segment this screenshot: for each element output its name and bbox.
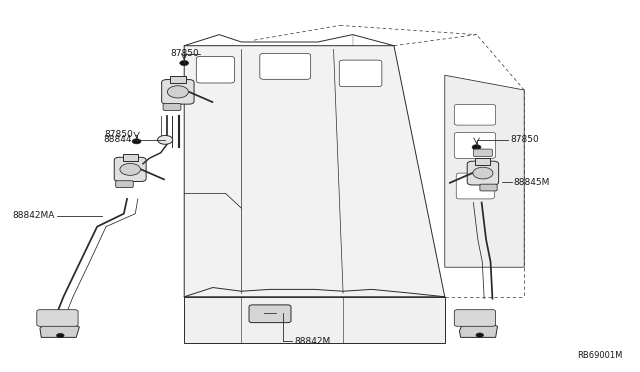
Circle shape — [180, 61, 189, 65]
FancyBboxPatch shape — [467, 161, 499, 185]
Polygon shape — [445, 75, 524, 267]
Polygon shape — [40, 321, 79, 337]
FancyBboxPatch shape — [36, 310, 78, 326]
Circle shape — [476, 333, 484, 337]
Circle shape — [472, 145, 481, 150]
FancyBboxPatch shape — [454, 105, 495, 125]
FancyBboxPatch shape — [116, 181, 133, 187]
Circle shape — [157, 135, 173, 144]
Text: 88845M: 88845M — [513, 178, 550, 187]
FancyBboxPatch shape — [196, 57, 234, 83]
Text: 88842MA: 88842MA — [13, 211, 55, 220]
Text: RB69001M: RB69001M — [577, 351, 623, 360]
Text: 88844: 88844 — [103, 135, 131, 144]
FancyBboxPatch shape — [123, 154, 138, 161]
Polygon shape — [184, 46, 445, 297]
FancyBboxPatch shape — [456, 173, 494, 199]
FancyBboxPatch shape — [454, 310, 495, 326]
Circle shape — [120, 163, 141, 175]
Text: 87850: 87850 — [104, 130, 133, 139]
FancyBboxPatch shape — [480, 184, 497, 191]
Circle shape — [167, 86, 188, 98]
Polygon shape — [460, 321, 497, 337]
Circle shape — [132, 139, 141, 144]
Text: 87850: 87850 — [170, 49, 199, 58]
FancyBboxPatch shape — [474, 149, 492, 157]
Circle shape — [473, 167, 493, 179]
Polygon shape — [184, 297, 445, 343]
FancyBboxPatch shape — [454, 132, 495, 158]
Text: 88842M: 88842M — [294, 337, 330, 346]
Text: 87850: 87850 — [510, 135, 539, 144]
Circle shape — [56, 333, 64, 338]
FancyBboxPatch shape — [339, 60, 382, 87]
FancyBboxPatch shape — [115, 157, 146, 182]
FancyBboxPatch shape — [260, 54, 310, 79]
FancyBboxPatch shape — [163, 103, 181, 110]
FancyBboxPatch shape — [170, 76, 186, 83]
FancyBboxPatch shape — [249, 305, 291, 323]
FancyBboxPatch shape — [476, 158, 490, 165]
FancyBboxPatch shape — [162, 80, 194, 104]
